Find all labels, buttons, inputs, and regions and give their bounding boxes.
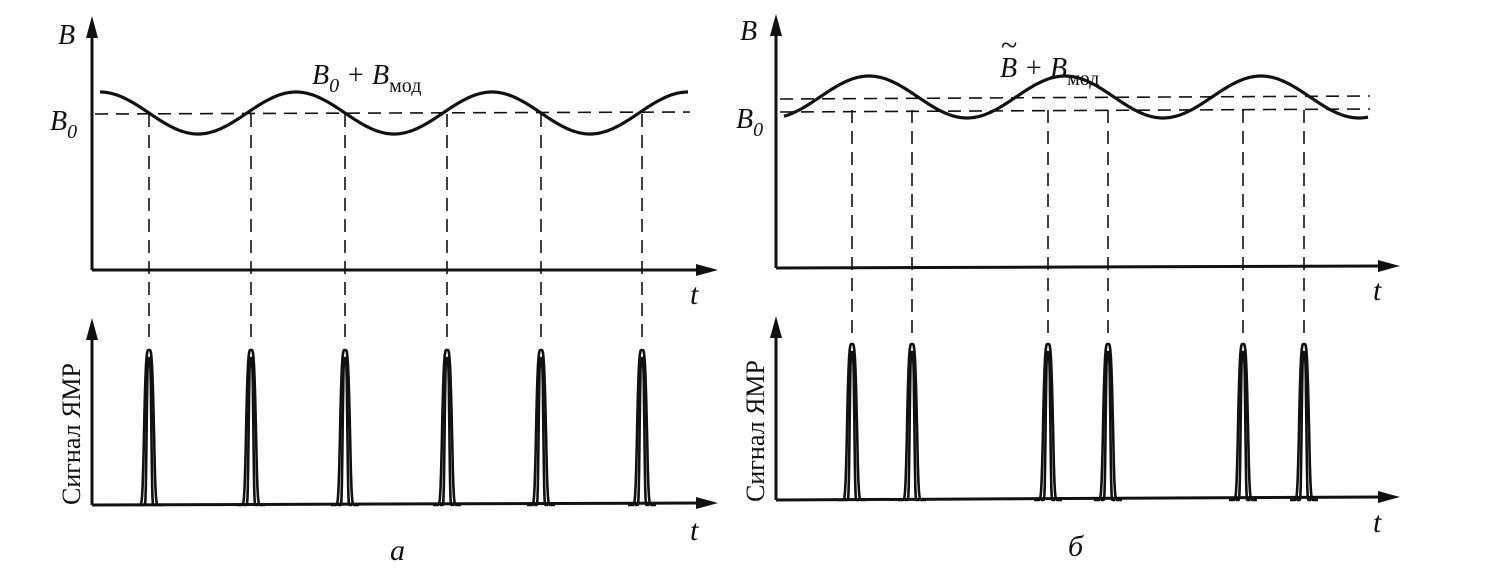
- panel-b-connectors: [851, 110, 1305, 340]
- panel-a-peak-inner-6: [635, 356, 649, 507]
- panel-a-peak-5: [527, 348, 555, 507]
- panel-b-peak-inner-4: [1101, 350, 1115, 502]
- panel-a-top-x-arrow: [696, 264, 718, 276]
- panel-a-curve-label: B0 + Bмод: [312, 60, 421, 97]
- panel-a-peak-2: [237, 348, 265, 507]
- panel-a-peak-4: [433, 348, 461, 507]
- panel-b-bottom-y-arrow: [770, 316, 782, 338]
- panel-b-tilde: ~: [1001, 29, 1017, 62]
- panel-a-top-y-arrow: [86, 16, 98, 38]
- panel-a-bottom-y-arrow: [86, 318, 98, 340]
- panel-b-nmr-peaks: [838, 342, 1318, 502]
- panel-a-bottom-t-label: t: [690, 514, 699, 547]
- panel-b-top-x-arrow: [1378, 260, 1400, 272]
- panel-a-peak-3: [331, 348, 359, 507]
- panel-a-connectors: [148, 114, 643, 345]
- panel-a-peak-inner-5: [534, 356, 548, 507]
- panel-b-peak-6: [1290, 342, 1318, 502]
- panel-a-baseline-label: B0: [50, 106, 77, 143]
- panel-b-bottom-x-arrow: [1378, 491, 1400, 503]
- panel-b-peak-inner-5: [1236, 350, 1250, 502]
- panel-b-bottom-y-label: Сигнал ЯМР: [741, 360, 770, 502]
- panel-a-peak-inner-2: [244, 356, 258, 507]
- panel-a-bottom-x-arrow: [696, 497, 718, 509]
- panel-a-caption: а: [390, 534, 405, 567]
- panel-a-peak-inner-4: [440, 356, 454, 507]
- panel-b-top-x-axis: [775, 264, 1383, 270]
- panel-a-nmr-peaks: [135, 348, 656, 507]
- panel-b-top-y-label: B: [740, 16, 757, 47]
- panel-a-top-t-label: t: [690, 278, 699, 311]
- panel-b-top-y-arrow: [770, 14, 782, 36]
- panel-b-peak-1: [838, 342, 866, 502]
- panel-a-peak-inner-3: [338, 356, 352, 507]
- panel-b-bottom-t-label: t: [1373, 506, 1382, 539]
- panel-b-peak-inner-3: [1041, 350, 1055, 502]
- panel-b-modulation-curve: [783, 74, 1369, 120]
- panel-b-curve-label: B + Bмод: [1000, 53, 1099, 90]
- panel-a-peak-6: [628, 348, 656, 507]
- panel-a: B t B0 B0 + Bмод Сигнал ЯМР t а: [50, 16, 718, 567]
- panel-b-top-t-label: t: [1373, 274, 1382, 307]
- panel-a-baseline-dashed: [94, 111, 691, 115]
- panel-a-modulation-curve: [100, 90, 688, 136]
- panel-b: B t B0 ~ B + Bмод Сигнал ЯМР t б: [736, 14, 1400, 563]
- panel-b-peak-2: [898, 342, 926, 502]
- panel-b-baseline-label: B0: [736, 104, 763, 141]
- panel-b-caption: б: [1068, 530, 1084, 563]
- panel-a-peak-inner-1: [142, 356, 156, 507]
- panel-a-peak-1: [135, 348, 163, 507]
- panel-b-peak-3: [1034, 342, 1062, 502]
- panel-b-peak-inner-6: [1297, 350, 1311, 502]
- panel-b-baseline-dashed: [779, 108, 1371, 113]
- panel-a-bottom-x-axis: [91, 501, 701, 507]
- panel-b-peak-inner-1: [845, 350, 859, 502]
- panel-b-bottom-x-axis: [775, 495, 1383, 502]
- panel-b-peak-inner-2: [905, 350, 919, 502]
- panel-b-peak-5: [1229, 342, 1257, 502]
- panel-b-peak-4: [1094, 342, 1122, 502]
- panel-a-top-y-label: B: [58, 20, 75, 51]
- panel-b-upper-dashed: [779, 95, 1371, 100]
- panel-a-bottom-y-label: Сигнал ЯМР: [57, 363, 86, 505]
